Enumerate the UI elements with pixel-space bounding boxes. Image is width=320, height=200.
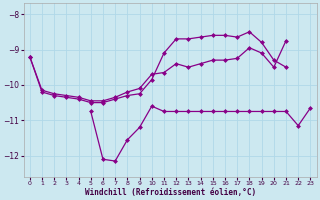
X-axis label: Windchill (Refroidissement éolien,°C): Windchill (Refroidissement éolien,°C) [84,188,256,197]
